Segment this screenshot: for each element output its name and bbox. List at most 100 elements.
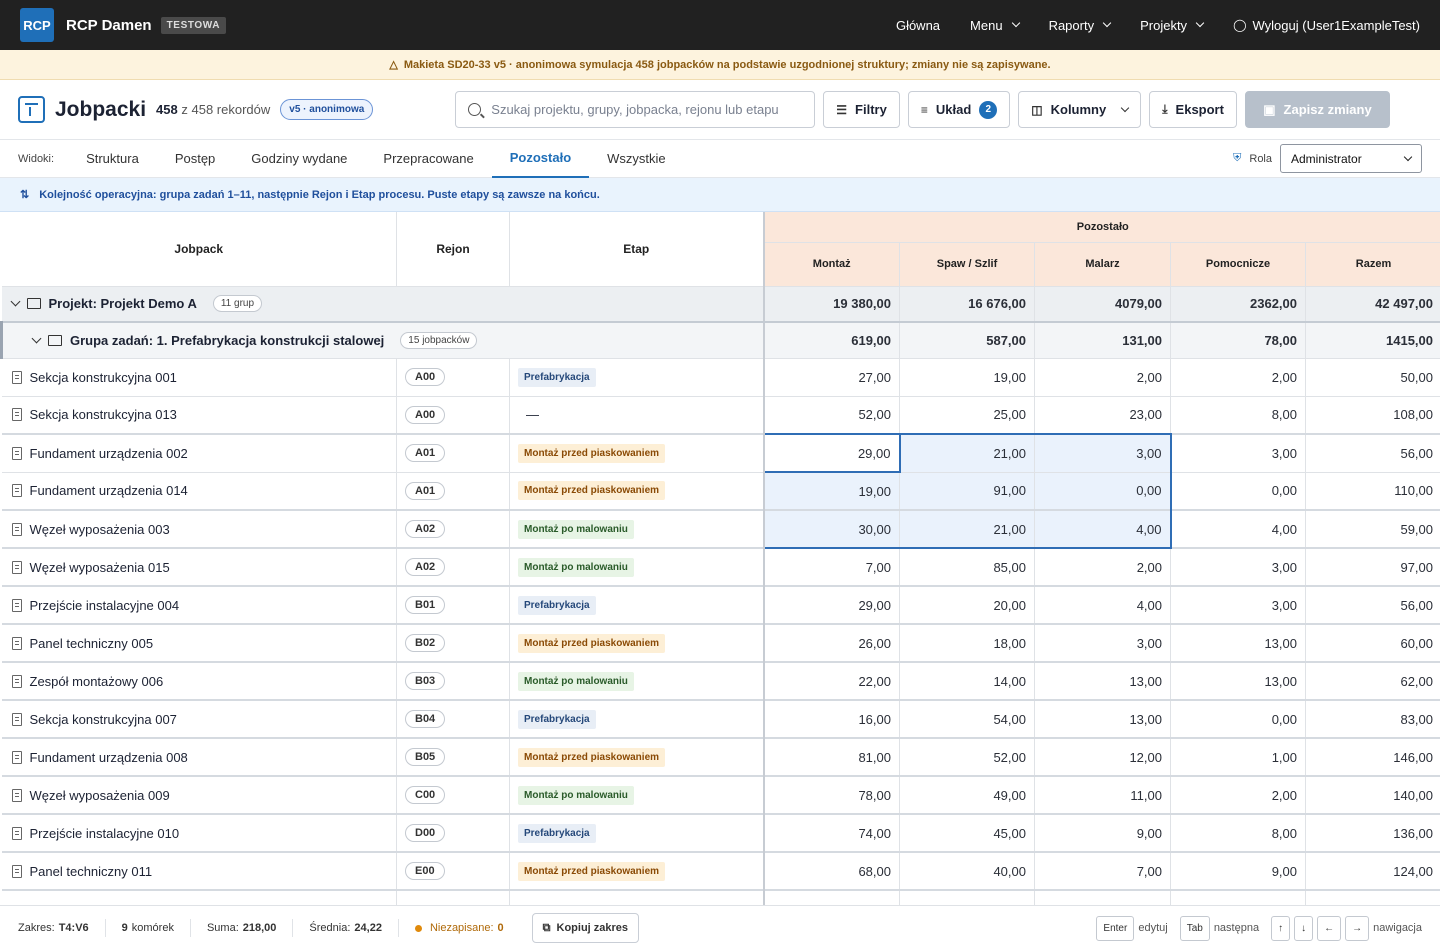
etap-cell[interactable]: Montaż po malowaniu <box>509 509 765 549</box>
rejon-cell[interactable]: B03 <box>396 661 510 701</box>
rejon-cell[interactable]: C00 <box>396 775 510 815</box>
value-malarz[interactable]: 11,00 <box>1034 775 1171 815</box>
rejon-cell[interactable]: A02 <box>396 509 510 549</box>
jobpack-cell[interactable]: Sekcja konstrukcyjna 001 <box>1 358 397 397</box>
header-jobpack[interactable]: Jobpack <box>1 212 397 287</box>
value-pomocnicze[interactable]: 9,00 <box>1170 851 1306 891</box>
value-spaw[interactable]: 45,00 <box>899 813 1035 853</box>
value-razem[interactable]: 124,00 <box>1305 851 1440 891</box>
value-malarz[interactable]: 7,00 <box>1034 851 1171 891</box>
table-row[interactable]: Fundament urządzenia 008 B05 Montaż przed … <box>1 737 1440 777</box>
value-spaw[interactable]: 85,00 <box>899 547 1035 587</box>
search-box[interactable] <box>455 91 816 128</box>
etap-cell[interactable]: Montaż przed piaskowaniem <box>509 851 765 891</box>
jobpack-cell[interactable]: Węzeł wyposażenia 009 <box>1 775 397 815</box>
value-malarz[interactable]: 13,00 <box>1034 699 1171 739</box>
value-malarz[interactable]: 2,00 <box>1034 547 1171 587</box>
etap-cell[interactable]: Montaż po malowaniu <box>509 547 765 587</box>
project-row[interactable]: Projekt: Projekt Demo A 11 grup 19 380,00… <box>1 286 1440 323</box>
value-malarz[interactable]: 3,00 <box>1034 433 1172 473</box>
jobpack-cell[interactable]: Przejście instalacyjne 010 <box>1 813 397 853</box>
value-razem[interactable]: 136,00 <box>1305 813 1440 853</box>
tab-postep[interactable]: Postęp <box>174 151 216 166</box>
value-razem[interactable]: 83,00 <box>1305 699 1440 739</box>
header-malarz[interactable]: Malarz <box>1034 242 1171 287</box>
value-razem[interactable]: 59,00 <box>1305 509 1440 549</box>
value-malarz[interactable]: 3,00 <box>1034 623 1171 663</box>
rejon-cell[interactable]: E00 <box>396 851 510 891</box>
jobpack-cell[interactable]: Przejście instalacyjne 004 <box>1 585 397 625</box>
etap-cell[interactable]: Montaż przed piaskowaniem <box>509 623 765 663</box>
header-razem[interactable]: Razem <box>1305 242 1440 287</box>
value-razem[interactable]: 108,00 <box>1305 396 1440 435</box>
etap-cell[interactable]: Prefabrykacja <box>509 699 765 739</box>
rejon-cell[interactable]: A02 <box>396 547 510 587</box>
value-spaw[interactable]: 91,00 <box>899 472 1035 511</box>
rejon-cell[interactable]: B01 <box>396 585 510 625</box>
value-pomocnicze[interactable]: 0,00 <box>1170 472 1306 511</box>
value-montaz[interactable]: 27,00 <box>763 358 900 397</box>
value-spaw[interactable]: 52,00 <box>899 737 1035 777</box>
value-pomocnicze[interactable]: 4,00 <box>1170 509 1306 549</box>
jobpack-cell[interactable]: Fundament urządzenia 002 <box>1 433 397 473</box>
group-row[interactable]: Grupa zadań: 1. Prefabrykacja konstrukcj… <box>0 322 1440 359</box>
value-razem[interactable]: 110,00 <box>1305 472 1440 511</box>
role-select[interactable]: Administrator <box>1280 144 1422 173</box>
value-malarz[interactable]: 12,00 <box>1034 737 1171 777</box>
header-pomocnicze[interactable]: Pomocnicze <box>1170 242 1306 287</box>
save-changes-button[interactable]: ▣ Zapisz zmiany <box>1244 91 1390 128</box>
etap-cell[interactable]: Montaż przed piaskowaniem <box>509 433 765 473</box>
nav-projects[interactable]: Projekty <box>1140 18 1205 33</box>
copy-range-button[interactable]: ⧉ Kopiuj zakres <box>531 913 640 943</box>
nav-reports[interactable]: Raporty <box>1049 18 1112 33</box>
value-malarz[interactable]: 23,00 <box>1034 396 1171 435</box>
value-montaz[interactable]: 52,00 <box>763 396 900 435</box>
value-montaz[interactable]: 81,00 <box>763 737 900 777</box>
jobpack-cell[interactable]: Węzeł wyposażenia 003 <box>1 509 397 549</box>
export-button[interactable]: ⤓ Eksport <box>1149 91 1237 128</box>
header-rejon[interactable]: Rejon <box>396 212 510 287</box>
table-row[interactable]: Przejście instalacyjne 004 B01 Prefabrykac… <box>1 585 1440 625</box>
value-montaz[interactable]: 16,00 <box>763 699 900 739</box>
value-pomocnicze[interactable]: 3,00 <box>1170 433 1306 473</box>
value-spaw[interactable]: 20,00 <box>899 585 1035 625</box>
nav-menu[interactable]: Menu <box>970 18 1020 33</box>
tab-przepracowane[interactable]: Przepracowane <box>383 151 474 166</box>
value-spaw[interactable]: 21,00 <box>899 433 1035 473</box>
value-montaz[interactable]: 22,00 <box>763 661 900 701</box>
rejon-cell[interactable]: B02 <box>396 623 510 663</box>
search-input[interactable] <box>491 102 803 117</box>
jobpack-cell[interactable]: Panel techniczny 011 <box>1 851 397 891</box>
rejon-cell[interactable]: A01 <box>396 472 510 511</box>
rejon-cell[interactable]: B05 <box>396 737 510 777</box>
chevron-down-icon[interactable] <box>10 296 20 307</box>
etap-cell[interactable]: Prefabrykacja <box>509 813 765 853</box>
tab-pozostalo[interactable]: Pozostało <box>491 140 590 178</box>
filters-button[interactable]: ☰ Filtry <box>823 91 900 128</box>
jobpack-cell[interactable]: Zespół montażowy 006 <box>1 661 397 701</box>
etap-cell[interactable]: — <box>509 396 765 435</box>
header-montaz[interactable]: Montaż <box>763 242 900 287</box>
rejon-cell[interactable]: D00 <box>396 813 510 853</box>
rejon-cell[interactable]: A00 <box>396 358 510 397</box>
jobpack-cell[interactable]: Fundament urządzenia 014 <box>1 472 397 511</box>
value-spaw[interactable]: 21,00 <box>899 509 1035 549</box>
value-malarz[interactable]: 2,00 <box>1034 358 1171 397</box>
value-pomocnicze[interactable]: 8,00 <box>1170 813 1306 853</box>
rejon-cell[interactable]: B04 <box>396 699 510 739</box>
etap-cell[interactable]: Montaż po malowaniu <box>509 775 765 815</box>
jobpack-cell[interactable]: Fundament urządzenia 008 <box>1 737 397 777</box>
table-row[interactable]: Panel techniczny 005 B02 Montaż przed pias… <box>1 623 1440 663</box>
value-razem[interactable]: 60,00 <box>1305 623 1440 663</box>
table-row[interactable]: Zespół montażowy 006 B03 Montaż po malowan… <box>1 661 1440 701</box>
value-spaw[interactable]: 18,00 <box>899 623 1035 663</box>
value-pomocnicze[interactable]: 13,00 <box>1170 623 1306 663</box>
value-malarz[interactable]: 4,00 <box>1034 509 1172 549</box>
value-pomocnicze[interactable]: 2,00 <box>1170 775 1306 815</box>
jobpack-cell[interactable]: Panel techniczny 005 <box>1 623 397 663</box>
table-row[interactable]: Węzeł wyposażenia 003 A02 Montaż po malowa… <box>1 509 1440 549</box>
tab-wszystkie[interactable]: Wszystkie <box>607 151 666 166</box>
value-malarz[interactable]: 9,00 <box>1034 813 1171 853</box>
etap-cell[interactable]: Prefabrykacja <box>509 585 765 625</box>
value-spaw[interactable]: 14,00 <box>899 661 1035 701</box>
